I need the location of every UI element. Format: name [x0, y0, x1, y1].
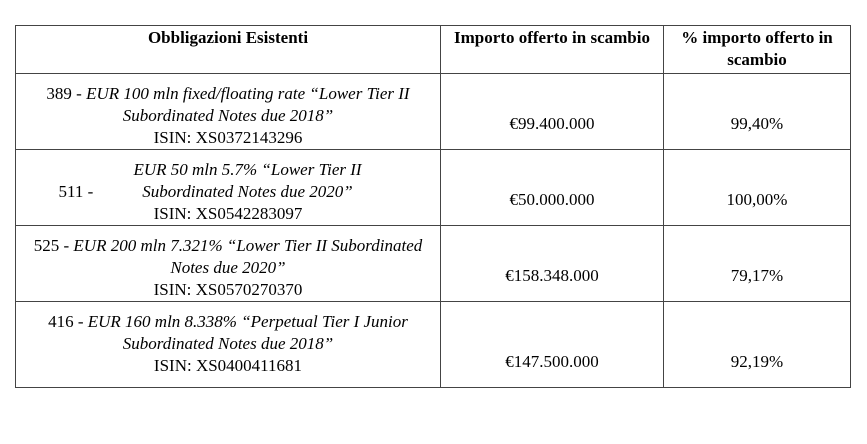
amount-offered: €50.000.000: [440, 149, 664, 226]
bond-isin: ISIN: XS0542283097: [153, 204, 303, 223]
bond-description: 525 - EUR 200 mln 7.321% “Lower Tier II …: [15, 225, 441, 302]
bond-description: 511 - EUR 50 mln 5.7% “Lower Tier II Sub…: [15, 149, 441, 226]
bond-isin: ISIN: XS0400411681: [153, 356, 303, 375]
bond-isin: ISIN: XS0570270370: [153, 280, 303, 299]
bond-title: EUR 200 mln 7.321% “Lower Tier II Subord…: [73, 236, 423, 277]
header-amount-offered: Importo offerto in scambio: [440, 25, 664, 74]
percent-offered: 79,17%: [663, 225, 851, 302]
bond-description: 416 - EUR 160 mln 8.338% “Perpetual Tier…: [15, 301, 441, 388]
bond-title: EUR 160 mln 8.338% “Perpetual Tier I Jun…: [87, 312, 408, 353]
header-existing-bonds: Obbligazioni Esistenti: [15, 25, 441, 74]
table-row: 511 - EUR 50 mln 5.7% “Lower Tier II Sub…: [15, 149, 851, 226]
amount-offered: €99.400.000: [440, 73, 664, 150]
header-row: Obbligazioni Esistenti Importo offerto i…: [15, 25, 851, 74]
table-row: 416 - EUR 160 mln 8.338% “Perpetual Tier…: [15, 301, 851, 388]
percent-offered: 99,40%: [663, 73, 851, 150]
bond-title: EUR 50 mln 5.7% “Lower Tier II Subordina…: [133, 160, 362, 201]
percent-offered: 92,19%: [663, 301, 851, 388]
amount-offered: €147.500.000: [440, 301, 664, 388]
header-percent-offered: % importo offerto in scambio: [663, 25, 851, 74]
table-row: 525 - EUR 200 mln 7.321% “Lower Tier II …: [15, 225, 851, 302]
bond-description: 389 - EUR 100 mln fixed/floating rate “L…: [15, 73, 441, 150]
exchange-offer-table: Obbligazioni Esistenti Importo offerto i…: [15, 25, 851, 388]
percent-offered: 100,00%: [663, 149, 851, 226]
amount-offered: €158.348.000: [440, 225, 664, 302]
bond-title: EUR 100 mln fixed/floating rate “Lower T…: [86, 84, 410, 125]
table-row: 389 - EUR 100 mln fixed/floating rate “L…: [15, 73, 851, 150]
bond-isin: ISIN: XS0372143296: [153, 128, 303, 147]
